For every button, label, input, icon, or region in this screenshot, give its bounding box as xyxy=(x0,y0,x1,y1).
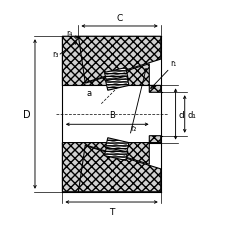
Text: C: C xyxy=(116,14,122,23)
Polygon shape xyxy=(105,138,128,152)
Text: r₁: r₁ xyxy=(170,59,176,68)
Polygon shape xyxy=(62,37,160,93)
Polygon shape xyxy=(105,77,128,91)
Text: d₁: d₁ xyxy=(187,110,195,119)
Text: d: d xyxy=(177,110,183,119)
Text: r₄: r₄ xyxy=(65,29,72,38)
Text: D: D xyxy=(23,109,30,120)
Polygon shape xyxy=(78,146,160,192)
Polygon shape xyxy=(62,136,160,192)
Text: a: a xyxy=(86,88,91,97)
Polygon shape xyxy=(104,68,127,82)
Text: r₃: r₃ xyxy=(52,50,58,59)
Text: T: T xyxy=(108,207,114,216)
Polygon shape xyxy=(104,147,127,161)
Text: r₂: r₂ xyxy=(130,124,136,133)
Text: B: B xyxy=(108,111,114,120)
Polygon shape xyxy=(78,37,160,83)
